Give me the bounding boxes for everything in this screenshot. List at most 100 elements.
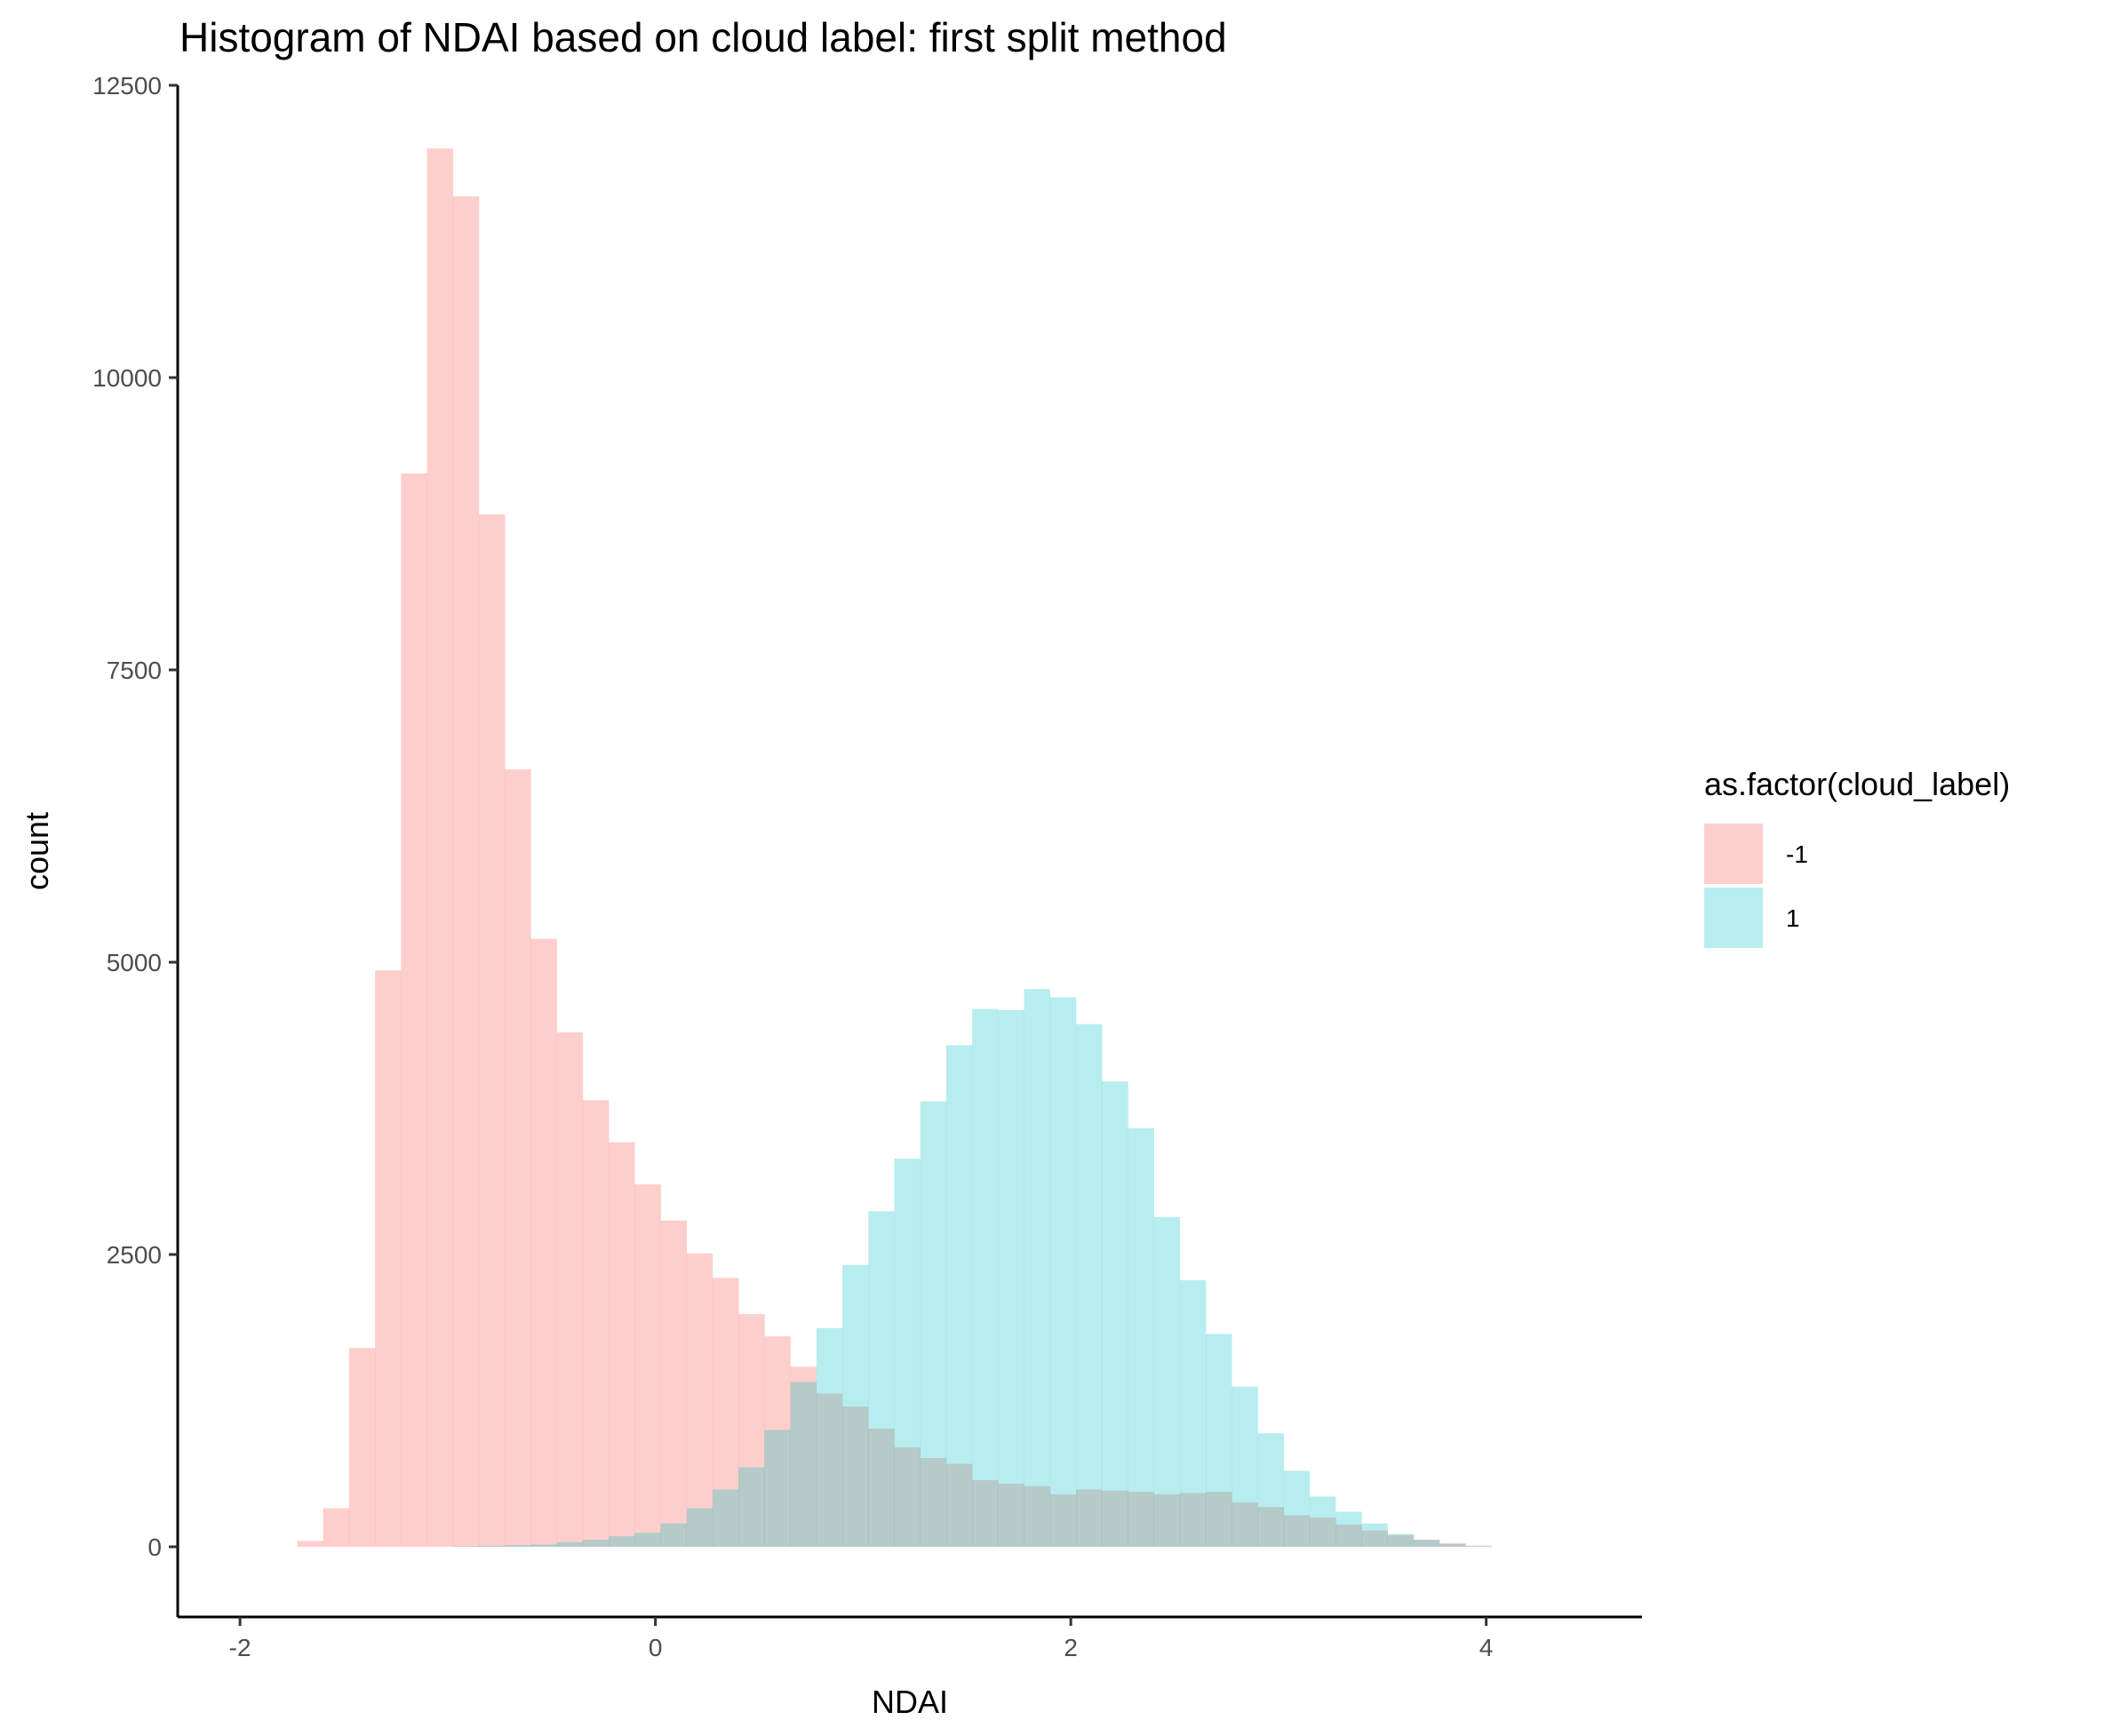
histogram-bar (945, 1045, 973, 1548)
histogram-bar (348, 1348, 376, 1548)
histogram-bar (1231, 1502, 1258, 1548)
histogram-bar (1153, 1216, 1181, 1548)
histogram-bar (998, 1483, 1024, 1548)
series-neg1-bars (297, 148, 1492, 1548)
histogram-bar (790, 1366, 817, 1548)
histogram-bar (816, 1393, 843, 1548)
y-tick-label: 2500 (107, 1241, 162, 1269)
histogram-bar (686, 1253, 713, 1548)
histogram-bar (1128, 1492, 1154, 1548)
x-tick-label: 0 (649, 1634, 663, 1661)
histogram-bar (297, 1541, 323, 1548)
y-axis-ticks: 0 2500 5000 7500 10000 12500 (92, 72, 178, 1561)
histogram-bar (1361, 1530, 1388, 1548)
histogram-bar (1206, 1334, 1232, 1548)
histogram-bar (945, 1463, 973, 1548)
histogram-bar (972, 1008, 999, 1548)
histogram-bar (1102, 1081, 1128, 1548)
histogram-bar (660, 1523, 688, 1548)
x-tick-label: -2 (229, 1634, 251, 1661)
histogram-bar (1309, 1517, 1336, 1548)
histogram-bar (609, 1142, 635, 1548)
histogram-bar (1283, 1515, 1311, 1548)
y-axis-label: count (19, 812, 55, 890)
legend-label: -1 (1786, 840, 1808, 868)
x-axis-ticks: -2 0 2 4 (229, 1617, 1494, 1661)
histogram-bar (1128, 1127, 1154, 1548)
histogram-bar (1387, 1533, 1415, 1548)
x-tick-label: 2 (1064, 1634, 1078, 1661)
histogram-bar (634, 1533, 661, 1548)
histogram-bar (1465, 1545, 1492, 1548)
x-axis-label: NDAI (872, 1684, 948, 1720)
histogram-bar (1049, 1493, 1077, 1548)
histogram-bar (712, 1278, 739, 1548)
histogram-bar (1335, 1525, 1362, 1548)
histogram-bar (842, 1264, 869, 1548)
y-tick-label: 5000 (107, 949, 162, 976)
histogram-bar (426, 148, 454, 1548)
histogram-bar (1439, 1543, 1466, 1548)
histogram-bar (323, 1508, 350, 1548)
histogram-bar (634, 1184, 661, 1548)
histogram-bar (1049, 997, 1077, 1548)
histogram-bar (1361, 1523, 1388, 1548)
histogram-bar (972, 1480, 999, 1548)
histogram-bar (505, 768, 531, 1548)
histogram-bar (998, 1009, 1024, 1548)
histogram-bar (1309, 1496, 1336, 1548)
histogram-bar (764, 1429, 791, 1548)
histogram-bar (478, 1545, 506, 1548)
histogram-bar (660, 1220, 688, 1548)
histogram-bar (1439, 1543, 1466, 1548)
histogram-bar (1465, 1546, 1492, 1548)
histogram-bar (920, 1458, 947, 1548)
legend-swatch (1704, 888, 1763, 948)
histogram-bar (1413, 1540, 1440, 1548)
legend-swatch (1704, 824, 1763, 884)
histogram-bar (1102, 1490, 1128, 1548)
histogram-bar (452, 1546, 480, 1548)
histogram-bar (920, 1101, 947, 1548)
chart-title: Histogram of NDAI based on cloud label: … (179, 14, 1227, 60)
series-1-bars (452, 989, 1492, 1548)
histogram-bar (609, 1536, 635, 1548)
histogram-bar (505, 1545, 531, 1548)
histogram-bar (1257, 1507, 1285, 1548)
histogram-bar (1387, 1534, 1415, 1548)
histogram-bar (452, 196, 480, 1548)
y-tick-label: 12500 (92, 72, 162, 100)
histogram-bar (894, 1159, 921, 1548)
histogram-bar (530, 1544, 557, 1548)
histogram-bar (686, 1508, 713, 1548)
histogram-bar (1024, 1485, 1051, 1548)
histogram-bar (582, 1540, 610, 1548)
histogram-bar (556, 1031, 584, 1548)
histogram-bar (401, 473, 427, 1548)
legend-title: as.factor(cloud_label) (1704, 766, 2010, 802)
histogram-bar (375, 970, 402, 1548)
histogram-bar (582, 1100, 610, 1548)
y-tick-label: 0 (147, 1533, 162, 1561)
histogram-bar (712, 1489, 739, 1548)
y-tick-label: 10000 (92, 364, 162, 392)
histogram-bar (1206, 1492, 1232, 1548)
histogram-bar (1257, 1433, 1285, 1548)
histogram-bar (1413, 1540, 1440, 1548)
plot-area (297, 148, 1492, 1548)
legend-entries: -1 1 (1704, 824, 1808, 948)
histogram-bar (1179, 1493, 1207, 1548)
y-tick-label: 7500 (107, 657, 162, 684)
histogram-bar (1024, 989, 1051, 1548)
histogram-bar (868, 1211, 895, 1548)
histogram-bar (1335, 1511, 1362, 1548)
histogram-bar (1076, 1023, 1103, 1548)
histogram-bar (1179, 1279, 1207, 1548)
histogram-bar (842, 1406, 869, 1548)
histogram-bar (1153, 1493, 1181, 1548)
x-tick-label: 4 (1479, 1634, 1494, 1661)
histogram-bar (764, 1336, 791, 1548)
legend-label: 1 (1786, 904, 1800, 932)
histogram-bar (868, 1429, 895, 1548)
